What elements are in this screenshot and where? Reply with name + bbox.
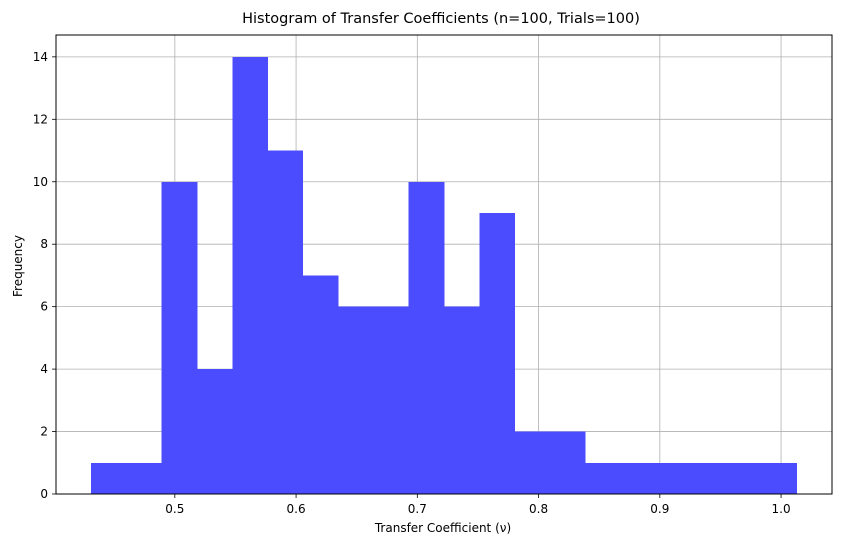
y-axis-label: Frequency [11,235,25,297]
y-tick-label: 12 [33,112,48,126]
x-axis-label: Transfer Coefficient (ν) [374,521,511,535]
axes-frame [55,34,833,495]
y-tick-label: 8 [40,237,48,251]
histogram-bar [126,462,163,494]
histogram-bar [338,306,374,494]
histogram-bar [91,462,127,494]
histogram-bar [267,150,304,494]
histogram-bar [514,431,551,494]
x-tick-label: 1.0 [772,502,791,516]
y-tick-label: 10 [33,175,48,189]
histogram-bar [585,462,621,494]
histogram-bar [549,431,586,494]
histogram-bar [444,306,480,494]
y-tick-label: 2 [40,425,48,439]
x-tick-label: 0.8 [529,502,548,516]
histogram-bar [655,462,692,494]
y-tick-label: 6 [40,300,48,314]
histogram-bar [408,181,445,494]
histogram-bar [479,212,515,494]
histogram-bar [161,181,198,494]
y-tick-label: 0 [40,487,48,501]
y-tick-label: 14 [33,50,48,64]
x-axis-ticks: 0.5 0.6 0.7 0.8 0.9 1.0 [165,494,791,516]
x-tick-label: 0.7 [408,502,427,516]
histogram-bar [232,56,268,494]
histogram-bar [302,275,339,494]
chart-title: Histogram of Transfer Coefficients (n=10… [242,11,640,27]
x-tick-label: 0.9 [650,502,669,516]
histogram-bar [197,369,233,494]
y-tick-label: 4 [40,362,48,376]
histogram-bar [761,462,798,494]
x-tick-label: 0.5 [165,502,184,516]
histogram-bar [690,462,727,494]
plot-frame [55,34,833,495]
y-axis-ticks: 0 2 4 6 8 10 12 14 [33,50,56,501]
histogram-bar [726,462,762,494]
histogram-bar [620,462,657,494]
histogram-bars [91,56,798,494]
histogram-bar [373,306,410,494]
x-tick-label: 0.6 [287,502,306,516]
